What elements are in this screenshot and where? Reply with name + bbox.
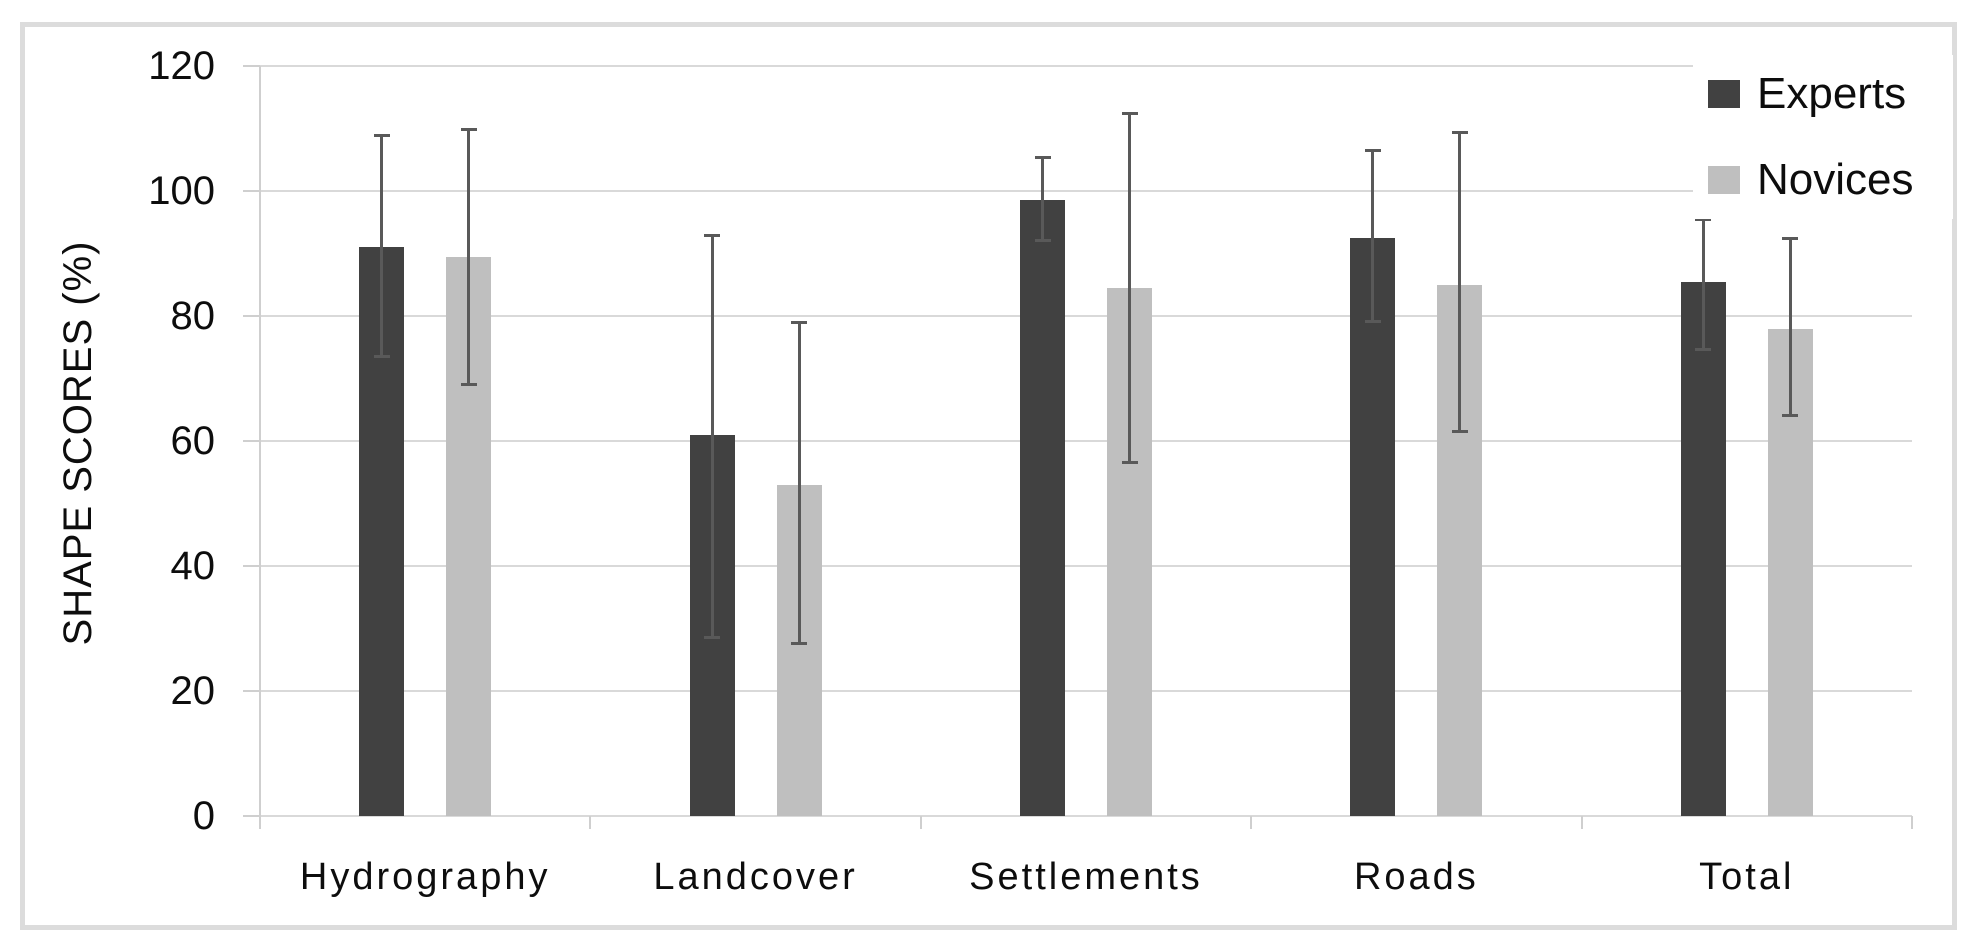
legend-swatch-experts <box>1708 80 1740 108</box>
y-axis-title: SHAPE SCORES (%) <box>56 240 100 646</box>
chart-frame <box>20 22 1957 930</box>
x-axis-tick-5 <box>1911 816 1913 829</box>
error-bar-line-novices-landcover <box>797 322 801 645</box>
error-bar-cap-top-novices-total <box>1782 236 1799 240</box>
error-bar-cap-top-novices-hydrography <box>460 127 477 131</box>
error-bar-cap-top-experts-settlements <box>1034 155 1051 159</box>
error-bar-cap-bottom-novices-landcover <box>791 642 808 646</box>
gridline-120 <box>260 65 1912 67</box>
y-axis-tick-100 <box>243 190 260 192</box>
error-bar-line-experts-total <box>1701 219 1705 351</box>
legend-label-novices: Novices <box>1757 155 1914 204</box>
bar-experts-roads <box>1350 237 1396 816</box>
error-bar-line-experts-landcover <box>710 234 714 638</box>
y-tick-label-120: 120 <box>148 44 215 88</box>
error-bar-cap-bottom-experts-hydrography <box>373 354 390 358</box>
error-bar-cap-bottom-novices-hydrography <box>460 382 477 386</box>
y-axis-tick-20 <box>243 690 260 692</box>
error-bar-line-novices-roads <box>1458 131 1462 432</box>
error-bar-cap-top-experts-landcover <box>704 233 721 237</box>
legend-label-experts: Experts <box>1757 69 1907 118</box>
error-bar-cap-bottom-novices-total <box>1782 414 1799 417</box>
legend-swatch-novices <box>1708 166 1740 194</box>
y-tick-label-60: 60 <box>170 419 216 463</box>
x-axis-tick-3 <box>1250 816 1253 829</box>
x-axis-tick-1 <box>589 816 592 829</box>
legend-item-novices: Novices <box>1693 141 1953 219</box>
gridline-100 <box>260 190 1912 192</box>
error-bar-cap-bottom-experts-roads <box>1364 320 1381 324</box>
x-category-label-landcover: Landcover <box>653 856 858 898</box>
gridline-40 <box>260 565 1912 567</box>
y-axis-line <box>259 66 261 829</box>
error-bar-cap-bottom-experts-settlements <box>1034 239 1051 242</box>
legend-item-experts: Experts <box>1693 55 1953 133</box>
bar-experts-settlements <box>1020 200 1065 816</box>
y-axis-tick-120 <box>243 65 260 67</box>
x-axis-tick-4 <box>1580 816 1583 829</box>
error-bar-cap-bottom-novices-roads <box>1451 429 1468 433</box>
legend: Experts Novices <box>1693 55 1953 219</box>
error-bar-line-experts-hydrography <box>380 134 384 357</box>
error-bar-cap-top-novices-settlements <box>1121 111 1138 115</box>
x-category-label-roads: Roads <box>1353 856 1479 898</box>
error-bar-line-novices-settlements <box>1128 112 1131 463</box>
error-bar-cap-bottom-novices-settlements <box>1121 460 1138 464</box>
error-bar-line-novices-hydrography <box>467 128 471 385</box>
x-category-label-total: Total <box>1699 856 1795 898</box>
x-category-label-hydrography: Hydrography <box>299 856 551 898</box>
bar-experts-total <box>1680 281 1726 816</box>
gridline-0 <box>260 815 1912 817</box>
gridline-20 <box>260 690 1912 692</box>
x-category-label-settlements: Settlements <box>969 856 1203 898</box>
y-axis-tick-40 <box>243 565 260 567</box>
gridline-60 <box>260 440 1912 442</box>
y-tick-label-20: 20 <box>170 669 216 713</box>
y-tick-label-40: 40 <box>170 544 216 588</box>
error-bar-cap-top-experts-roads <box>1364 149 1381 153</box>
gridline-80 <box>260 315 1912 317</box>
y-tick-label-100: 100 <box>148 169 215 213</box>
y-axis-tick-60 <box>243 440 260 442</box>
y-axis-tick-0 <box>243 815 260 817</box>
y-axis-tick-80 <box>243 315 260 317</box>
y-tick-label-80: 80 <box>170 294 216 338</box>
error-bar-cap-top-experts-total <box>1695 218 1712 222</box>
error-bar-cap-top-novices-roads <box>1451 130 1468 134</box>
x-axis-tick-2 <box>919 816 922 829</box>
error-bar-line-experts-settlements <box>1041 156 1044 241</box>
error-bar-cap-top-novices-landcover <box>791 321 808 325</box>
error-bar-cap-bottom-experts-landcover <box>704 635 721 639</box>
error-bar-line-experts-roads <box>1371 150 1375 323</box>
error-bar-cap-top-experts-hydrography <box>373 133 390 137</box>
x-axis-tick-0 <box>259 816 261 829</box>
error-bar-cap-bottom-experts-total <box>1695 348 1712 352</box>
y-tick-label-0: 0 <box>192 794 215 838</box>
error-bar-line-novices-total <box>1788 237 1792 416</box>
